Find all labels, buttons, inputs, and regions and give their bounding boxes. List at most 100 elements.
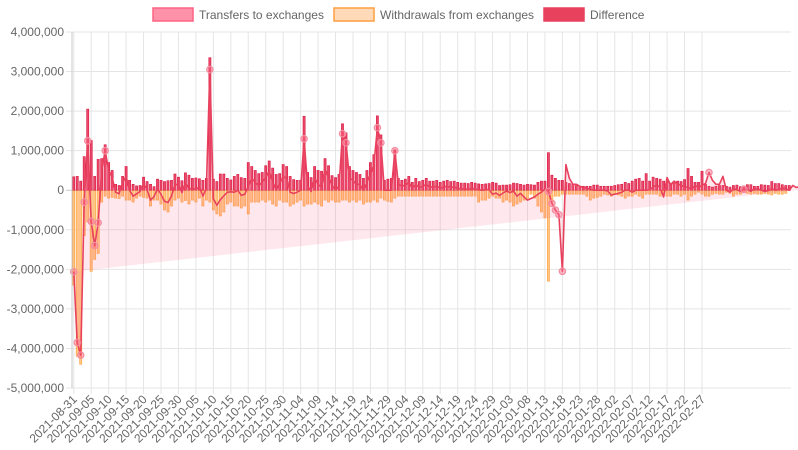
transfer-bar	[533, 184, 536, 191]
difference-point	[338, 129, 347, 138]
difference-point	[555, 210, 563, 219]
transfer-bar	[198, 178, 201, 191]
legend-swatch-transfers	[152, 7, 194, 22]
transfer-bar	[239, 177, 243, 191]
difference-point	[73, 338, 82, 347]
transfer-bar	[561, 180, 564, 191]
grid	[66, 31, 791, 394]
transfer-bar	[536, 182, 540, 191]
transfer-bar	[372, 154, 376, 191]
transfer-bar	[257, 173, 261, 191]
transfer-bar	[470, 182, 474, 191]
transfer-bar	[501, 184, 505, 191]
transfer-bar	[616, 184, 620, 191]
transfer-bar	[243, 178, 247, 191]
difference-point	[300, 135, 308, 143]
difference-line-path	[72, 68, 798, 356]
difference-point	[87, 217, 95, 226]
withdrawal-bar	[561, 189, 564, 195]
transfer-bar	[449, 181, 453, 191]
difference-point	[705, 168, 713, 177]
legend-item-transfers[interactable]: Transfers to exchanges	[152, 7, 324, 22]
y-tick-label: 4,000,000	[11, 25, 65, 39]
transfer-bar	[526, 183, 529, 191]
difference-point	[90, 241, 99, 250]
transfer-bar	[159, 180, 163, 191]
legend-label-transfers: Transfers to exchanges	[199, 8, 324, 22]
transfer-bar	[512, 182, 515, 191]
transfer-bar	[89, 140, 93, 191]
transfer-bar	[676, 180, 679, 191]
transfer-bar	[637, 178, 641, 191]
transfer-bar	[627, 183, 631, 191]
legend-swatch-withdrawals	[333, 7, 375, 22]
difference-line	[69, 65, 798, 359]
transfer-bar	[700, 170, 704, 191]
transfer-bar	[456, 182, 460, 191]
difference-point	[544, 187, 553, 196]
transfer-bar	[606, 185, 610, 191]
transfer-bar	[557, 180, 561, 191]
transfer-bar	[630, 180, 634, 191]
transfer-bar	[567, 183, 571, 191]
legend-item-withdrawals[interactable]: Withdrawals from exchanges	[333, 7, 534, 22]
difference-point	[101, 146, 109, 155]
legend-label-difference: Difference	[590, 8, 645, 22]
withdrawal-bar	[526, 189, 529, 199]
transfer-bar	[609, 185, 613, 191]
transfer-bar	[201, 180, 205, 191]
transfer-bar	[732, 185, 735, 191]
transfer-bar	[634, 178, 638, 191]
transfer-bar	[170, 180, 173, 191]
transfer-bar	[770, 181, 774, 191]
transfer-bar	[690, 176, 693, 191]
transfer-bar	[749, 184, 753, 191]
transfer-bar	[550, 174, 554, 191]
difference-point	[373, 123, 382, 132]
transfer-bar	[463, 182, 467, 191]
difference-area	[73, 69, 798, 356]
transfer-bar	[166, 180, 170, 191]
transfer-bar	[435, 180, 439, 191]
transfer-bar	[519, 183, 522, 191]
difference-point	[76, 351, 85, 359]
difference-point	[342, 138, 350, 147]
transfer-bar	[641, 180, 645, 191]
legend-swatch-difference	[543, 7, 585, 22]
transfer-bar	[316, 170, 320, 191]
transfer-bar	[173, 173, 177, 191]
transfer-bar	[96, 159, 100, 191]
transfer-bar	[218, 173, 222, 191]
legend-item-difference[interactable]: Difference	[543, 7, 645, 22]
legend: Transfers to exchanges Withdrawals from …	[152, 7, 645, 22]
transfer-bar	[651, 176, 655, 191]
transfer-bar	[180, 180, 184, 191]
transfer-bar	[149, 183, 152, 191]
transfer-bar	[215, 181, 219, 191]
y-tick-label: 0	[57, 183, 64, 197]
transfer-bar	[508, 184, 512, 191]
transfer-bar	[763, 184, 767, 191]
transfer-bar	[438, 182, 442, 191]
transfer-bar	[177, 176, 180, 191]
transfer-bar	[529, 184, 533, 191]
transfer-bar	[355, 172, 358, 191]
transfer-bar	[225, 178, 229, 191]
transfer-bar	[163, 181, 166, 191]
y-tick-label: 1,000,000	[11, 144, 65, 158]
transfer-bar	[75, 176, 79, 191]
transfer-bar	[191, 178, 194, 191]
y-tick-label: -2,000,000	[7, 262, 65, 276]
axes: 4,000,000 3,000,000 2,000,000 1,000,000 0 -1,…	[7, 25, 709, 446]
transfer-bar	[442, 180, 446, 191]
transfer-bar	[721, 185, 725, 191]
y-tick-label: -3,000,000	[7, 302, 65, 316]
transfer-bar	[135, 185, 138, 191]
difference-point	[80, 198, 89, 206]
transfer-bar	[658, 178, 662, 191]
legend-label-withdrawals: Withdrawals from exchanges	[380, 8, 534, 22]
transfer-bar	[683, 179, 686, 191]
difference-point	[558, 267, 567, 276]
transfer-bar	[431, 180, 435, 191]
